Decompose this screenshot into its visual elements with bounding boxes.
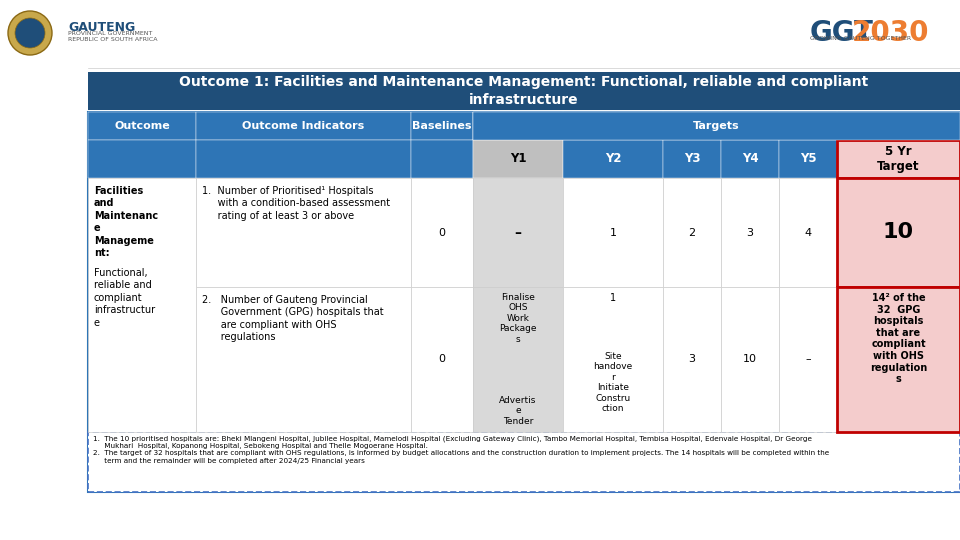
Text: 0: 0 <box>439 354 445 364</box>
Text: 14² of the
32  GPG
hospitals
that are
compliant
with OHS
regulation
s: 14² of the 32 GPG hospitals that are com… <box>870 293 927 384</box>
Bar <box>196 112 411 140</box>
Text: 2.   Number of Gauteng Provincial
      Government (GPG) hospitals that
      ar: 2. Number of Gauteng Provincial Governme… <box>202 295 384 342</box>
Bar <box>196 178 411 287</box>
Text: GROWING GAUTENG TOGETHER: GROWING GAUTENG TOGETHER <box>810 36 911 41</box>
Text: Finalise
OHS
Work
Package
s: Finalise OHS Work Package s <box>499 293 537 343</box>
Text: Y5: Y5 <box>800 152 816 165</box>
Text: Site
handove
r
Initiate
Constru
ction: Site handove r Initiate Constru ction <box>593 352 633 413</box>
Text: 1: 1 <box>610 293 616 303</box>
Bar <box>563 287 663 432</box>
Text: 4: 4 <box>804 227 811 238</box>
Bar <box>88 432 960 492</box>
Bar <box>837 287 960 432</box>
Bar <box>196 140 411 178</box>
Bar <box>411 287 473 432</box>
Text: 2: 2 <box>688 227 696 238</box>
Bar <box>663 112 721 140</box>
Bar <box>837 112 960 140</box>
Text: Facilities
and
Maintenanc
e
Manageme
nt:: Facilities and Maintenanc e Manageme nt: <box>94 186 158 258</box>
Text: Y1: Y1 <box>510 152 526 165</box>
Bar <box>837 178 960 287</box>
Text: 3: 3 <box>688 354 695 364</box>
Circle shape <box>8 11 52 55</box>
Text: PROVINCIAL GOVERNMENT: PROVINCIAL GOVERNMENT <box>68 31 153 36</box>
Text: GGT: GGT <box>810 19 874 47</box>
Bar <box>411 112 473 140</box>
Bar <box>473 287 563 432</box>
Text: 2030: 2030 <box>852 19 929 47</box>
Text: Y4: Y4 <box>742 152 758 165</box>
Bar <box>779 112 837 140</box>
Bar <box>88 140 196 178</box>
Bar <box>411 140 473 178</box>
Text: Targets: Targets <box>693 121 740 131</box>
Bar <box>88 72 960 110</box>
Bar <box>663 287 721 432</box>
Text: Baselines: Baselines <box>412 121 471 131</box>
Bar <box>196 287 411 432</box>
Bar <box>779 140 837 178</box>
Circle shape <box>15 18 45 48</box>
Text: Outcome 1: Facilities and Maintenance Management: Functional, reliable and compl: Outcome 1: Facilities and Maintenance Ma… <box>180 75 869 107</box>
Bar <box>473 112 960 140</box>
Bar <box>721 178 779 287</box>
Bar <box>663 178 721 287</box>
Text: –: – <box>805 354 811 364</box>
Bar <box>473 112 563 140</box>
Text: 10: 10 <box>883 222 914 242</box>
Text: REPUBLIC OF SOUTH AFRICA: REPUBLIC OF SOUTH AFRICA <box>68 37 157 42</box>
Bar <box>721 112 779 140</box>
Text: Outcome Indicators: Outcome Indicators <box>242 121 365 131</box>
Bar <box>779 178 837 287</box>
Text: 3: 3 <box>747 227 754 238</box>
Text: Y3: Y3 <box>684 152 700 165</box>
Text: 5 Yr
Target: 5 Yr Target <box>877 145 920 173</box>
Bar <box>779 287 837 432</box>
Bar <box>563 140 663 178</box>
Text: Y2: Y2 <box>605 152 621 165</box>
Bar <box>563 112 663 140</box>
Text: 1.  Number of Prioritised¹ Hospitals
     with a condition-based assessment
    : 1. Number of Prioritised¹ Hospitals with… <box>202 186 390 221</box>
Text: 10: 10 <box>743 354 757 364</box>
Bar <box>721 287 779 432</box>
Text: 1: 1 <box>610 227 616 238</box>
Bar <box>473 178 563 287</box>
Bar <box>663 140 721 178</box>
Text: GAUTENG: GAUTENG <box>68 21 135 34</box>
Bar <box>721 140 779 178</box>
Text: 0: 0 <box>439 227 445 238</box>
Bar <box>837 140 960 178</box>
Bar <box>88 178 196 432</box>
Bar <box>411 178 473 287</box>
Bar <box>473 140 563 178</box>
Text: Outcome: Outcome <box>114 121 170 131</box>
Text: Advertis
e
Tender: Advertis e Tender <box>499 396 537 426</box>
Text: 1.  The 10 prioritised hospitals are: Bheki Mlangeni Hospital, Jubilee Hospital,: 1. The 10 prioritised hospitals are: Bhe… <box>93 435 829 464</box>
Bar <box>88 112 960 492</box>
Bar <box>563 178 663 287</box>
Text: Functional,
reliable and
compliant
infrastructur
e: Functional, reliable and compliant infra… <box>94 268 156 328</box>
Text: –: – <box>515 226 521 240</box>
Bar <box>88 112 196 140</box>
